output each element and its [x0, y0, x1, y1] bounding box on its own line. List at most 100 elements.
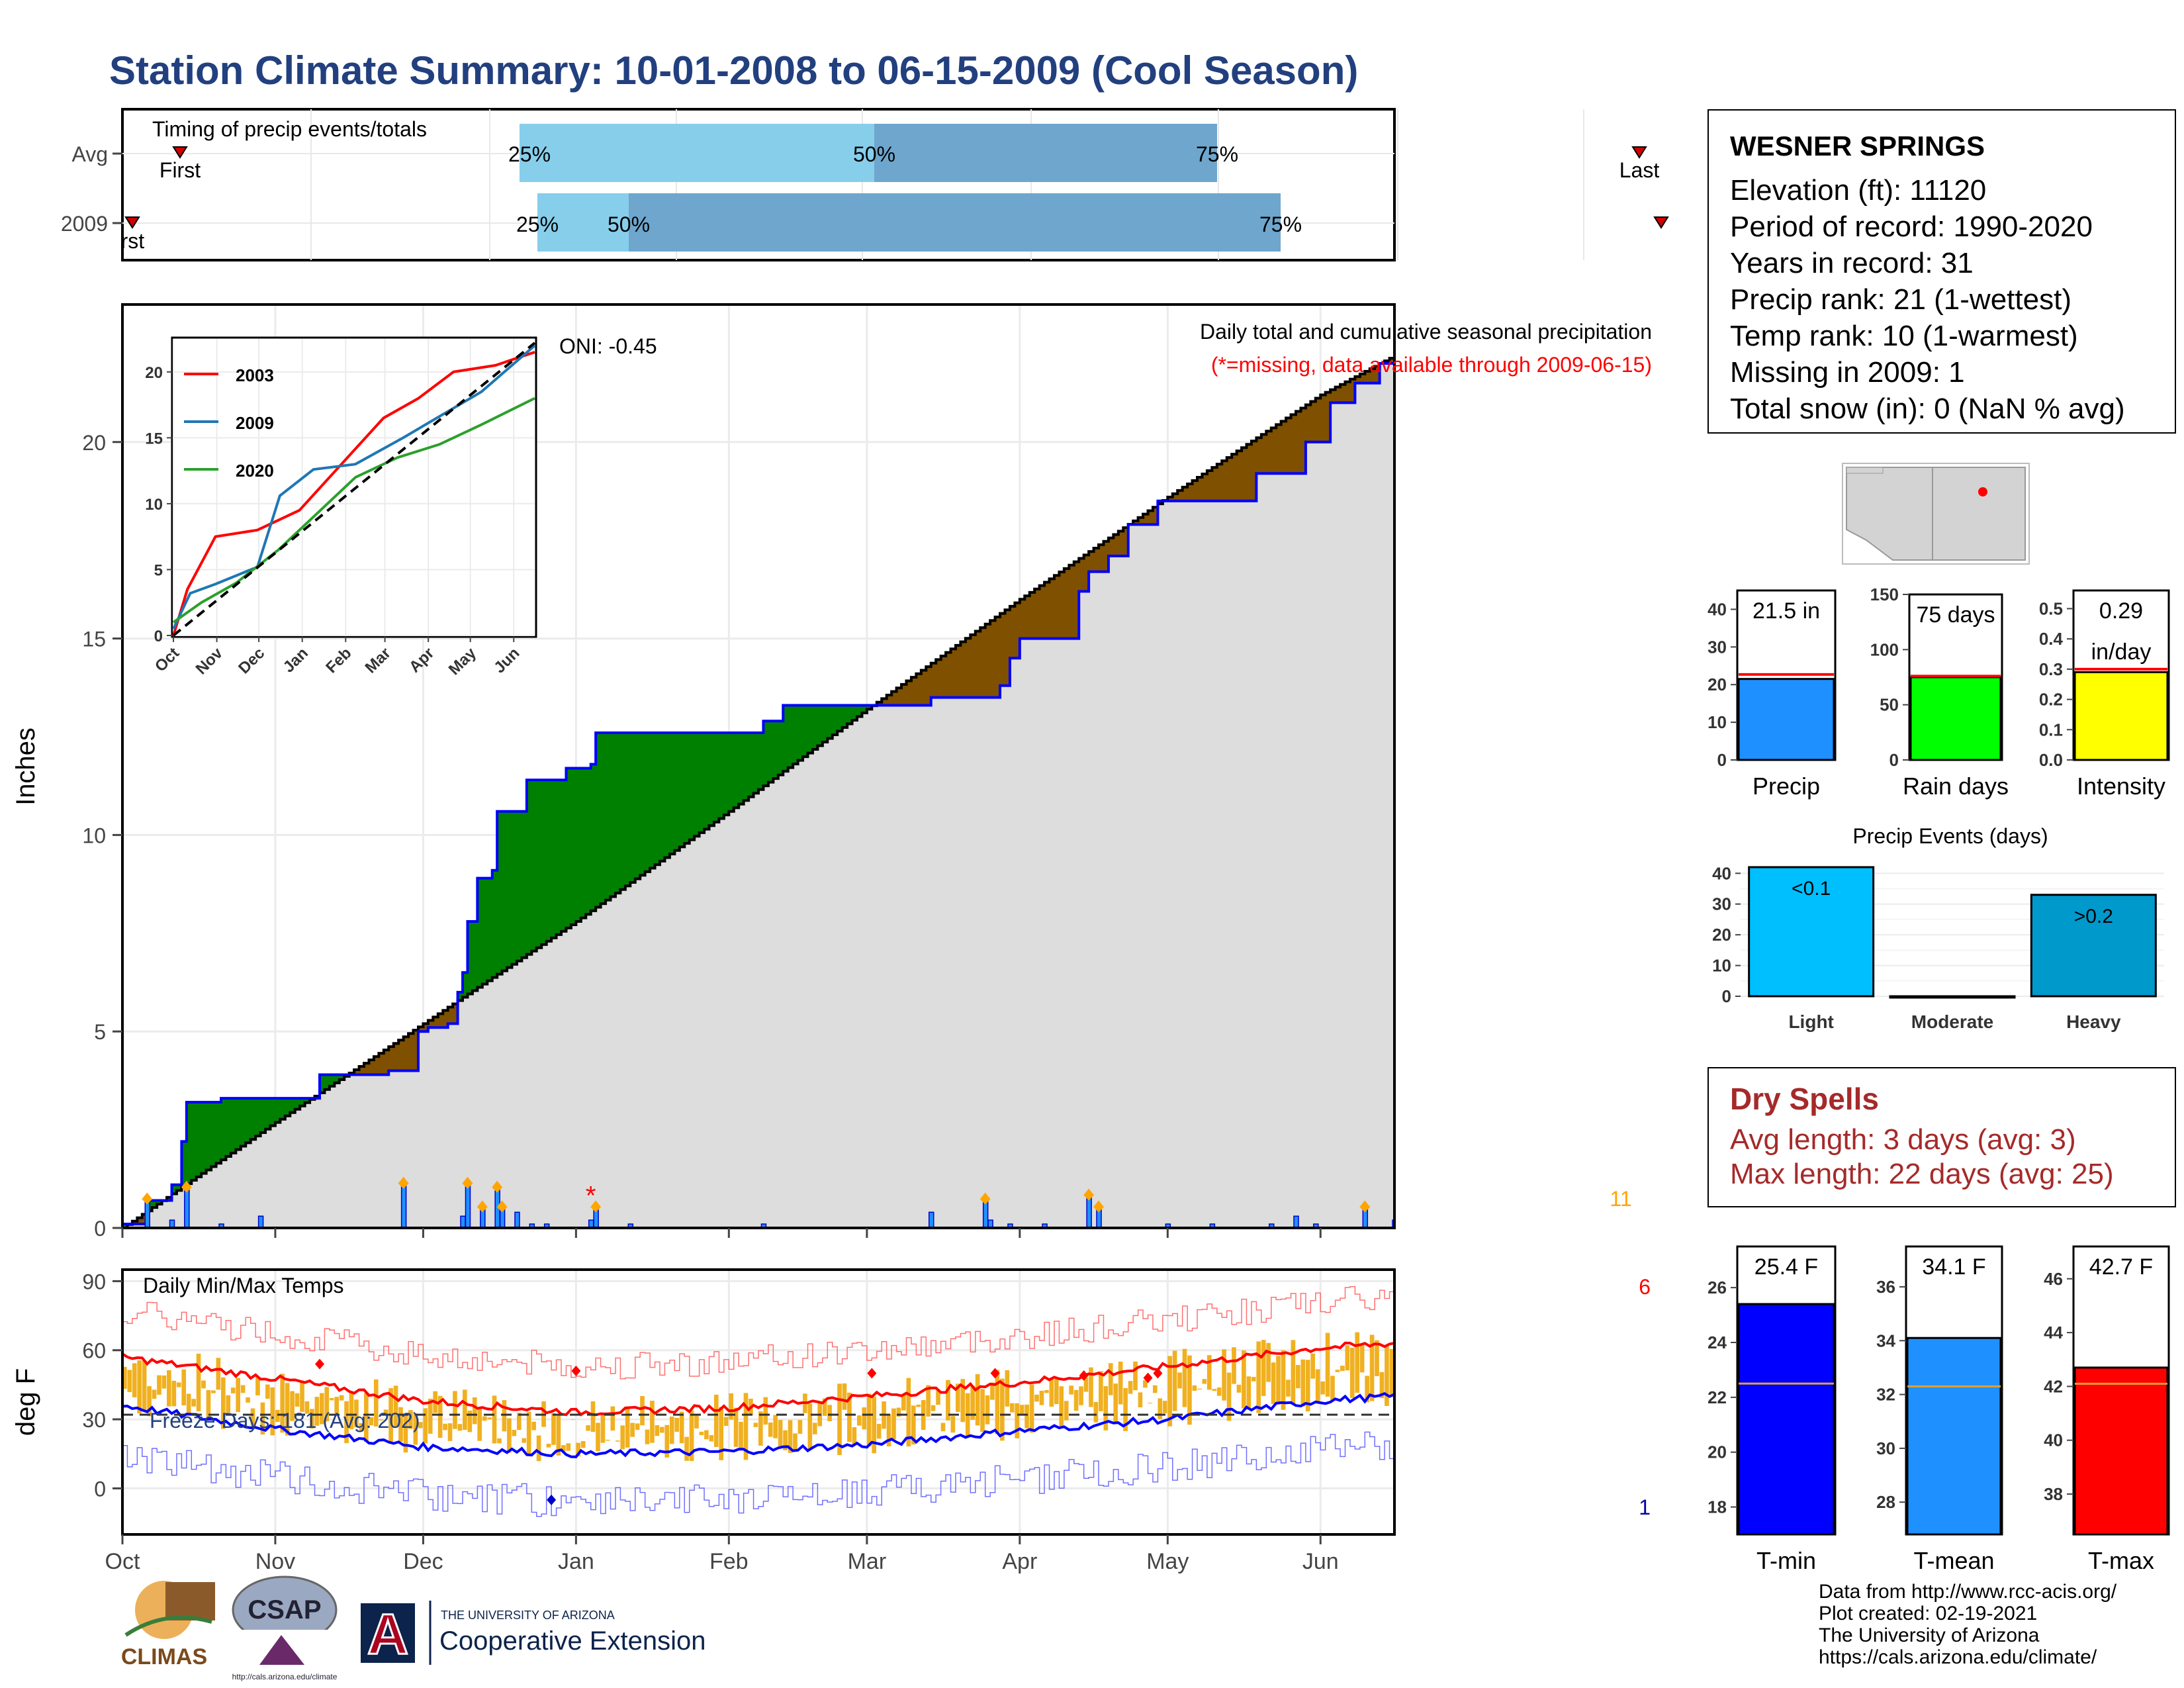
below-normal-segment	[1216, 464, 1222, 501]
y2009-q25-q50-bar	[537, 193, 629, 252]
below-normal-segment	[1133, 520, 1139, 525]
avg-tmax-line	[124, 1341, 1393, 1417]
below-normal-segment	[1266, 431, 1272, 474]
y2009-q75-label: 75%	[1259, 212, 1302, 236]
precip-note: Daily total and cumulative seasonal prec…	[1200, 320, 1652, 344]
below-normal-segment	[1054, 575, 1060, 639]
events-bar-label: >0.2	[2074, 906, 2113, 927]
above-normal-segment	[837, 705, 843, 731]
daily-temp-range-bar	[255, 1376, 260, 1395]
daily-temp-range-bar	[980, 1389, 985, 1432]
precip-frame	[121, 303, 1396, 1229]
above-normal-segment	[797, 705, 803, 761]
daily-temp-range-bar	[186, 1393, 191, 1415]
daily-temp-range-bar	[1133, 1361, 1138, 1391]
daily-temp-range-bar	[295, 1393, 300, 1407]
missing-marker: *	[586, 1182, 596, 1211]
daily-precip-bar	[529, 1223, 535, 1227]
daily-temp-range-bar	[379, 1419, 384, 1421]
daily-temp-range-bar	[630, 1423, 635, 1437]
below-normal-segment	[1349, 379, 1356, 403]
daily-temp-range-bar	[502, 1400, 507, 1432]
daily-temp-range-bar	[220, 1377, 226, 1429]
daily-temp-range-bar	[1206, 1355, 1212, 1390]
station-location-dot	[1978, 487, 1987, 496]
below-normal-segment	[1118, 531, 1124, 556]
daily-temp-range-bar	[1222, 1349, 1226, 1401]
daily-temp-range-bar	[522, 1438, 527, 1443]
x-tick-label: Jun	[1302, 1549, 1339, 1574]
above-normal-segment	[319, 1074, 326, 1093]
below-normal-segment	[995, 617, 1001, 698]
daily-temp-range-bar	[1029, 1384, 1034, 1433]
daily-temp-range-bar	[719, 1407, 724, 1460]
daily-temp-range-bar	[970, 1385, 975, 1420]
mini-chart-tick-label: 20	[1707, 1442, 1727, 1462]
daily-temp-range-bar	[783, 1430, 788, 1450]
below-normal-segment	[921, 670, 927, 706]
below-normal-segment	[985, 624, 991, 698]
temp-y-tick-label: 60	[82, 1339, 106, 1363]
daily-temp-range-bar	[270, 1387, 275, 1436]
daily-temp-range-bar	[324, 1387, 330, 1422]
below-normal-segment	[1271, 428, 1277, 474]
daily-temp-range-bar	[1340, 1366, 1345, 1372]
above-normal-segment	[196, 1102, 202, 1177]
below-normal-segment	[936, 659, 942, 698]
daily-temp-range-bar	[1000, 1378, 1005, 1441]
daily-temp-range-bar	[551, 1413, 556, 1445]
below-normal-segment	[1108, 538, 1114, 556]
daily-temp-range-bar	[516, 1413, 522, 1430]
above-normal-segment	[230, 1098, 236, 1153]
daily-temp-range-bar	[610, 1406, 615, 1431]
above-normal-segment	[334, 1074, 340, 1083]
mini-chart-tick-label: 0.2	[2039, 690, 2063, 710]
below-normal-segment	[1059, 572, 1065, 639]
heavy-event-marker	[1359, 1200, 1371, 1213]
above-normal-segment	[704, 733, 710, 829]
footer-created: Plot created: 02-19-2021	[1819, 1603, 2038, 1624]
precip-panel: * 0 5 10 15 20 Inches Daily total and cumula…	[11, 303, 1652, 1241]
below-normal-segment	[1212, 467, 1218, 501]
temp-frame	[121, 1268, 1396, 1536]
y2009-last-marker	[1653, 216, 1669, 229]
daily-temp-range-bar	[906, 1378, 911, 1447]
events-tick-label: 30	[1712, 894, 1731, 914]
above-normal-segment	[640, 733, 646, 876]
missing-note: (*=missing, data available through 2009-…	[1211, 353, 1652, 377]
avg-q50-label: 50%	[853, 142, 895, 166]
below-normal-segment	[970, 634, 976, 698]
above-normal-segment	[566, 768, 572, 928]
daily-temp-range-bar	[176, 1382, 181, 1387]
below-normal-segment	[1256, 438, 1262, 474]
daily-temp-range-bar	[1162, 1401, 1167, 1413]
below-normal-segment	[1232, 454, 1238, 501]
daily-temp-range-bar	[679, 1411, 684, 1444]
daily-temp-range-bar	[975, 1374, 980, 1426]
record-high-marker	[990, 1368, 1000, 1379]
daily-temp-range-bar	[1172, 1350, 1177, 1411]
mini-chart-category-label: Precip	[1752, 773, 1820, 800]
above-normal-segment	[788, 705, 794, 768]
mini-chart-tick-label: 40	[1707, 599, 1727, 619]
above-normal-segment	[570, 768, 576, 925]
below-normal-segment	[403, 1037, 409, 1071]
below-normal-segment	[1281, 421, 1287, 474]
daily-precip-bar	[218, 1223, 224, 1227]
footer-univ: The University of Arizona	[1819, 1624, 2040, 1646]
above-normal-segment	[655, 733, 660, 865]
below-normal-segment	[876, 702, 882, 706]
above-normal-segment	[191, 1102, 197, 1180]
daily-temp-range-bar	[743, 1393, 749, 1460]
mini-chart-tick-label: 150	[1870, 585, 1899, 604]
above-normal-segment	[606, 733, 612, 900]
y2009-first-label: First	[103, 229, 144, 253]
daily-temp-range-bar	[866, 1393, 872, 1447]
daily-temp-range-bar	[393, 1385, 398, 1427]
below-normal-segment	[1103, 541, 1109, 572]
below-normal-segment	[1375, 366, 1381, 383]
above-normal-segment	[689, 733, 695, 840]
heavy-event-marker	[477, 1200, 488, 1213]
below-normal-segment	[1089, 551, 1095, 572]
heavy-event-marker	[142, 1192, 153, 1205]
